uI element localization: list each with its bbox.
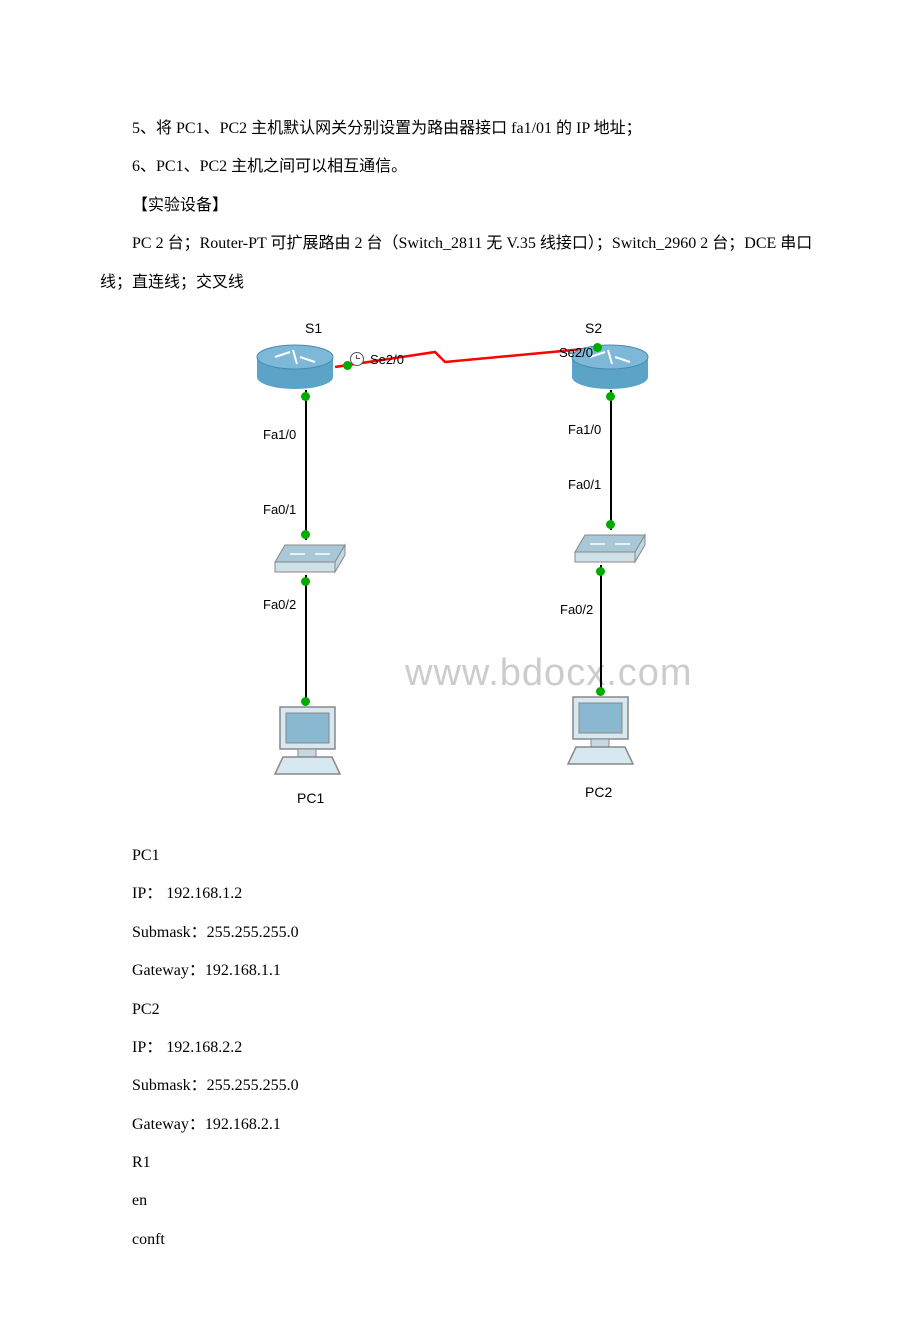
cable-sw2-pc2	[600, 565, 602, 695]
port-fa01-left: Fa0/1	[263, 502, 296, 517]
link-dot	[596, 567, 605, 576]
link-dot	[606, 392, 615, 401]
paragraph-5: 5、将 PC1、PC2 主机默认网关分别设置为路由器接口 fa1/01 的 IP…	[100, 110, 820, 148]
port-fa10-left: Fa1/0	[263, 427, 296, 442]
port-se20-right: Se2/0	[559, 345, 593, 360]
pc2-mask: Submask：255.255.255.0	[100, 1067, 820, 1105]
switch-2-icon	[570, 527, 650, 567]
pc2-header: PC2	[100, 991, 820, 1029]
link-dot	[606, 520, 615, 529]
cable-r1-sw1	[305, 390, 307, 540]
label-s1: S1	[305, 320, 322, 336]
label-pc2: PC2	[585, 784, 612, 800]
paragraph-equipment-list: PC 2 台；Router-PT 可扩展路由 2 台（Switch_2811 无…	[100, 225, 820, 302]
network-diagram-container: www.bdocx.com S1 S2 PC1 PC2 Se2/0 Se2/0	[100, 312, 820, 817]
label-s2: S2	[585, 320, 602, 336]
r1-header: R1	[100, 1144, 820, 1182]
pc1-mask: Submask：255.255.255.0	[100, 914, 820, 952]
paragraph-equipment-header: 【实验设备】	[100, 187, 820, 225]
port-fa01-right: Fa0/1	[568, 477, 601, 492]
r1-conft: conft	[100, 1221, 820, 1259]
link-dot	[343, 361, 352, 370]
pc2-gateway: Gateway：192.168.2.1	[100, 1106, 820, 1144]
pc1-icon	[270, 702, 345, 782]
pc2-icon	[563, 692, 638, 772]
network-diagram: www.bdocx.com S1 S2 PC1 PC2 Se2/0 Se2/0	[235, 312, 685, 812]
link-dot	[593, 343, 602, 352]
pc1-header: PC1	[100, 837, 820, 875]
label-pc1: PC1	[297, 790, 324, 806]
document-page: 5、将 PC1、PC2 主机默认网关分别设置为路由器接口 fa1/01 的 IP…	[0, 0, 920, 1319]
r1-en: en	[100, 1182, 820, 1220]
cable-sw1-pc1	[305, 575, 307, 705]
link-dot	[301, 392, 310, 401]
pc1-gateway: Gateway：192.168.1.1	[100, 952, 820, 990]
link-dot	[301, 530, 310, 539]
router-s1-icon	[255, 342, 335, 392]
clock-dce-icon	[350, 352, 364, 366]
watermark-text: www.bdocx.com	[405, 652, 693, 695]
switch-1-icon	[270, 537, 350, 577]
paragraph-6: 6、PC1、PC2 主机之间可以相互通信。	[100, 148, 820, 186]
link-dot	[301, 697, 310, 706]
cable-r2-sw2	[610, 390, 612, 530]
link-dot	[301, 577, 310, 586]
link-dot	[596, 687, 605, 696]
port-fa02-right: Fa0/2	[560, 602, 593, 617]
port-fa02-left: Fa0/2	[263, 597, 296, 612]
port-fa10-right: Fa1/0	[568, 422, 601, 437]
port-se20-left: Se2/0	[370, 352, 404, 367]
pc1-ip: IP： 192.168.1.2	[100, 875, 820, 913]
pc2-ip: IP： 192.168.2.2	[100, 1029, 820, 1067]
